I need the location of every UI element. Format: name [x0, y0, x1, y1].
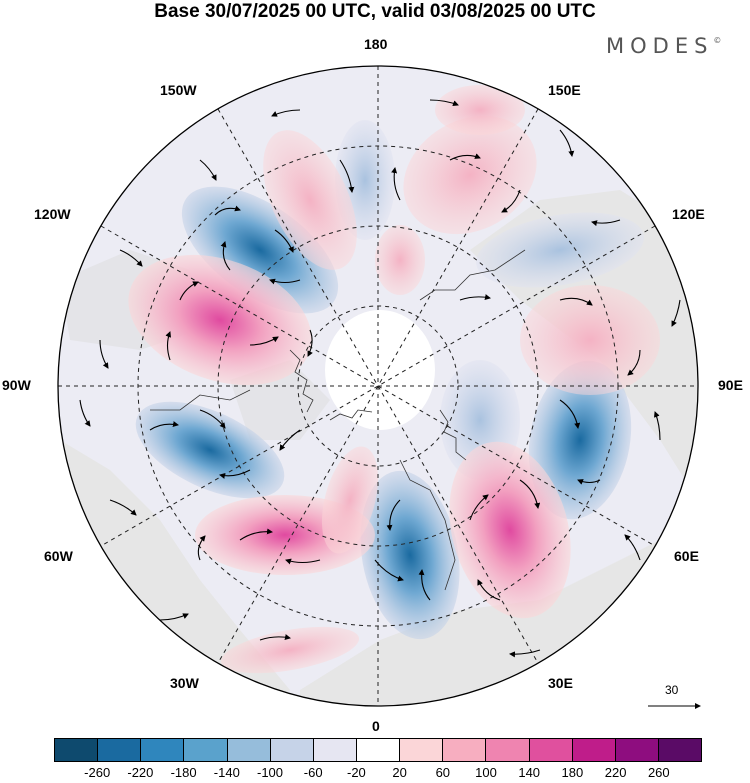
colorbar-cell: [486, 739, 530, 761]
colorbar-cell: [227, 739, 271, 761]
lon-label-150e: 150E: [548, 82, 581, 98]
brand-mark: ©: [713, 36, 722, 45]
brand-name: MODES: [606, 34, 714, 58]
lon-label-30e: 30E: [548, 675, 573, 691]
map-title: Base 30/07/2025 00 UTC, valid 03/08/2025…: [154, 1, 596, 22]
colorbar-tick-labels: -260 -220 -180 -140 -100 -60 -20 20 60 100 140 180 2…: [54, 765, 702, 783]
colorbar-cell: [98, 739, 142, 761]
lon-label-90w: 90W: [2, 377, 31, 393]
colorbar-tick-label: 180: [561, 765, 584, 780]
colorbar-cell: [270, 739, 314, 761]
colorbar-tick-label: -220: [127, 765, 154, 780]
colorbar-tick-label: -20: [346, 765, 366, 780]
colorbar-cell: [400, 739, 444, 761]
colorbar-cell: [529, 739, 573, 761]
lon-label-120e: 120E: [672, 206, 705, 222]
anomaly-shading: [128, 85, 660, 674]
colorbar-tick-label: 20: [392, 765, 407, 780]
map-field: [58, 66, 698, 706]
wind-vectors: [79, 99, 681, 658]
modes-logo: MODES©: [606, 34, 721, 58]
colorbar-tick-label: 220: [604, 765, 627, 780]
lon-label-30w: 30W: [170, 675, 199, 691]
lon-label-90e: 90E: [718, 377, 743, 393]
colorbar-tick-label: -260: [84, 765, 111, 780]
colorbar-tick-label: -180: [170, 765, 197, 780]
colorbar-cell: [356, 739, 401, 761]
colorbar-tick-label: -100: [256, 765, 284, 780]
colorbar-cell: [141, 739, 185, 761]
colorbar-cell: [658, 739, 702, 761]
colorbar-tick-label: 260: [647, 765, 670, 780]
colorbar-cell: [313, 739, 357, 761]
colorbar-tick-label: -140: [213, 765, 240, 780]
colorbar-cell: [572, 739, 616, 761]
lon-label-60e: 60E: [674, 548, 699, 564]
lon-label-60w: 60W: [44, 548, 73, 564]
colorbar-cell: [615, 739, 659, 761]
map-boundary: [57, 65, 699, 707]
colorbar-cell: [55, 739, 99, 761]
lon-label-180: 180: [364, 36, 388, 52]
lon-label-0: 0: [372, 718, 380, 734]
colorbar-tick-label: -60: [303, 765, 323, 780]
lon-label-150w: 150W: [160, 82, 197, 98]
colorbar-cell: [184, 739, 228, 761]
colorbar-tick-label: 140: [518, 765, 541, 780]
colorbar-tick-label: 100: [475, 765, 497, 780]
coastlines: [150, 249, 526, 591]
colorbar: [54, 738, 702, 762]
colorbar-tick-label: 60: [435, 765, 451, 780]
reference-vector-label: 30: [665, 683, 679, 697]
colorbar-cell: [443, 739, 487, 761]
graticule: [58, 66, 698, 706]
lon-label-120w: 120W: [34, 206, 71, 222]
